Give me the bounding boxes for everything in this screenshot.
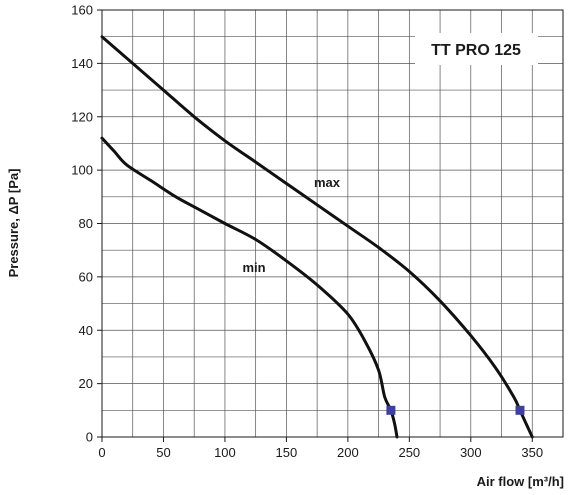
- x-tick-label: 200: [337, 445, 359, 460]
- y-tick-label: 60: [79, 269, 93, 284]
- y-axis-title: Pressure, ΔP [Pa]: [6, 169, 21, 278]
- x-tick-label: 250: [398, 445, 420, 460]
- chart-title: TT PRO 125: [431, 42, 521, 59]
- y-tick-label: 0: [86, 430, 93, 445]
- axis-ticks: 0 50 100 150 200 250 300 350 0 20 40 60 80 100 120 140 1…: [71, 3, 543, 461]
- series-line-max: [100, 35, 534, 439]
- y-tick-label: 40: [79, 323, 93, 338]
- operating-point-marker-min: [386, 405, 396, 415]
- chart-title-box: [415, 33, 538, 65]
- curves: [100, 35, 534, 439]
- y-tick-label: 120: [71, 109, 93, 124]
- x-tick-label: 150: [276, 445, 298, 460]
- y-tick-label: 160: [71, 3, 93, 18]
- series-label-min: min: [242, 260, 265, 275]
- y-tick-label: 80: [79, 216, 93, 231]
- y-tick-label: 20: [79, 376, 93, 391]
- x-axis-title: Air flow [m³/h]: [477, 474, 564, 489]
- series-line-min: [100, 136, 399, 439]
- x-tick-label: 50: [156, 445, 170, 460]
- operating-point-marker-max: [515, 405, 525, 415]
- grid: [102, 10, 563, 437]
- y-tick-label: 100: [71, 163, 93, 178]
- series-label-max: max: [314, 175, 341, 190]
- y-tick-label: 140: [71, 56, 93, 71]
- x-tick-label: 0: [98, 445, 105, 460]
- x-tick-label: 300: [460, 445, 482, 460]
- x-tick-label: 100: [214, 445, 236, 460]
- x-tick-label: 350: [521, 445, 543, 460]
- operating-point-markers: [386, 405, 525, 415]
